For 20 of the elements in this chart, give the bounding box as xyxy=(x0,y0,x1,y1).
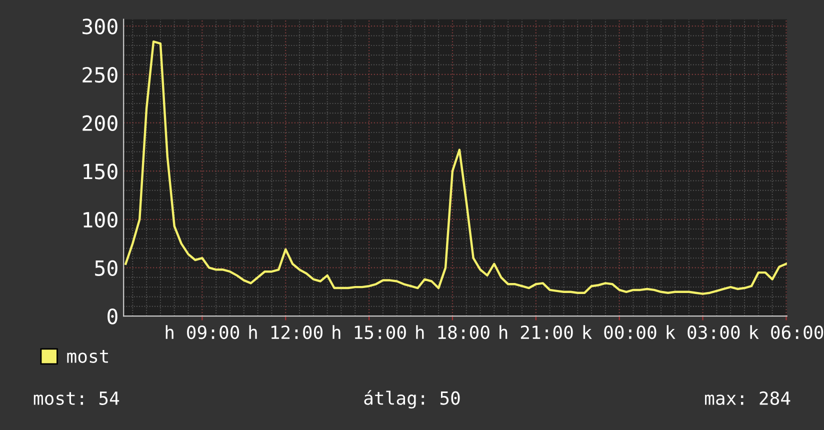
text: most: 54 xyxy=(34,392,120,405)
x-tick-label: k 06:00 xyxy=(750,325,824,340)
x-tick-label: k 00:00 xyxy=(583,325,656,340)
x-tick-label: h 18:00 xyxy=(416,325,490,340)
x-tick-label: h 15:00 xyxy=(332,325,406,340)
y-tick-label: 0 xyxy=(108,308,118,324)
x-tick-label: k 03:00 xyxy=(666,325,740,340)
line-series xyxy=(124,40,787,295)
y-tick-label: 300 xyxy=(82,18,118,34)
text: max: 284 xyxy=(705,391,790,405)
text: átlag: 50 xyxy=(364,390,460,408)
y-tick-label: 250 xyxy=(82,66,118,83)
y-tick-label: 50 xyxy=(95,260,118,276)
x-tick-label: h 09:00 xyxy=(166,325,240,340)
y-tick-label: 100 xyxy=(84,212,118,228)
legend-label: most xyxy=(67,350,108,363)
y-tick-label: 150 xyxy=(84,164,118,180)
x-tick-label: h 12:00 xyxy=(249,325,322,340)
x-tick-label: h 21:00 xyxy=(500,325,573,340)
y-tick-label: 200 xyxy=(82,115,118,132)
